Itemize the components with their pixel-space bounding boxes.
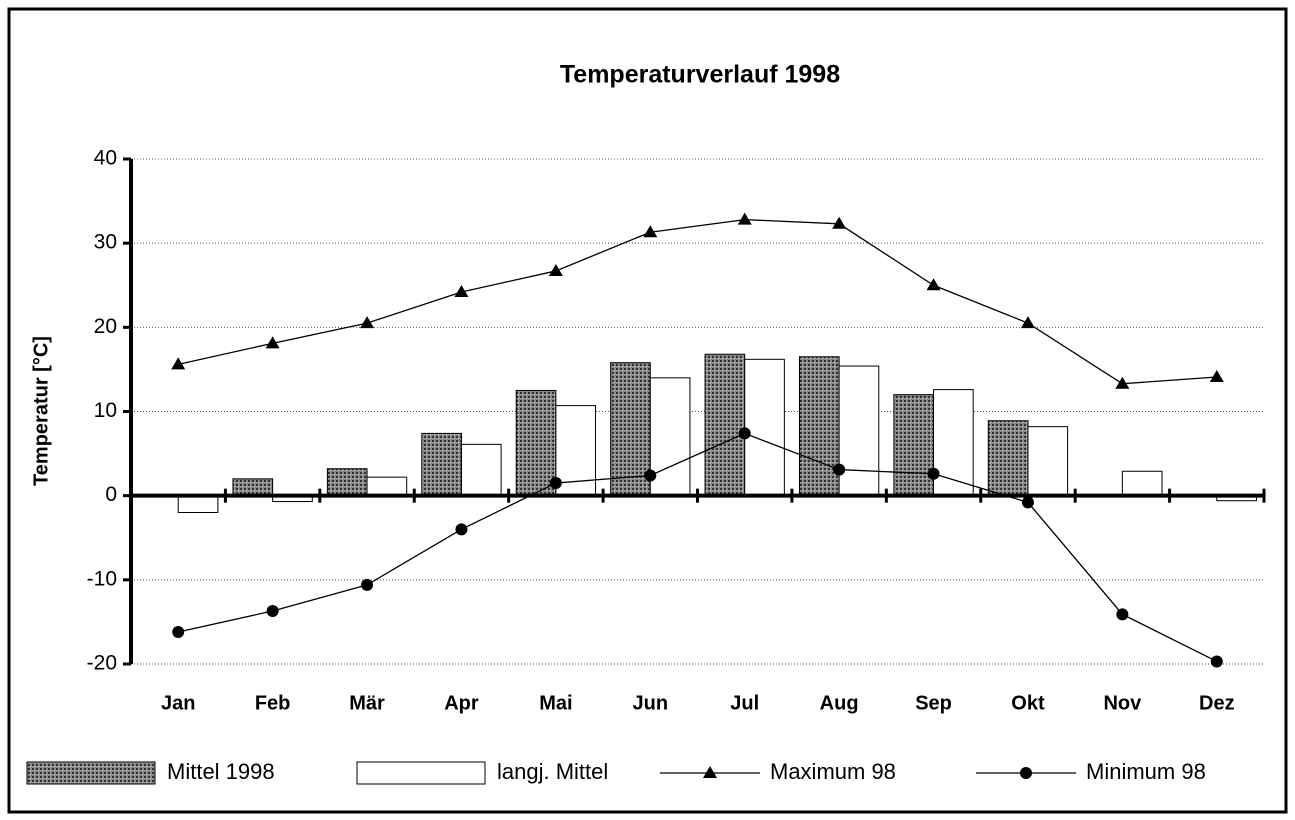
x-tick-label: Okt [1011, 692, 1045, 714]
y-tick-label: 20 [94, 315, 117, 338]
marker [361, 578, 374, 591]
marker [454, 284, 469, 297]
marker [455, 523, 468, 536]
legend-label: Minimum 98 [1086, 759, 1206, 784]
marker [266, 604, 279, 617]
legend-marker [1020, 767, 1032, 779]
x-tick-label: Mär [349, 692, 385, 714]
bar [1121, 470, 1163, 497]
y-tick-label: -20 [87, 652, 117, 675]
bar [744, 358, 785, 497]
x-tick-label: Feb [255, 692, 291, 714]
marker [548, 263, 563, 276]
y-tick-label: 40 [94, 147, 117, 170]
legend-label: Maximum 98 [770, 759, 896, 784]
y-axis-label: Temperatur [°C] [30, 336, 52, 486]
marker [1116, 608, 1129, 621]
x-tick-label: Dez [1199, 692, 1235, 714]
legend-swatch [356, 761, 486, 785]
marker [644, 469, 657, 482]
x-tick-label: Jun [633, 692, 669, 714]
marker [172, 626, 185, 639]
x-tick-label: Jan [161, 692, 195, 714]
bar [326, 468, 368, 497]
x-tick-label: Nov [1103, 692, 1142, 714]
x-tick-label: Apr [444, 692, 479, 714]
marker [1115, 376, 1130, 389]
bar [460, 443, 502, 497]
marker [737, 212, 752, 225]
x-tick-label: Jul [730, 692, 759, 714]
marker [832, 216, 847, 229]
bar [704, 353, 746, 497]
marker [171, 357, 186, 370]
y-tick-label: 30 [94, 231, 117, 254]
legend-marker [703, 766, 717, 778]
bar [421, 432, 462, 497]
marker [833, 463, 846, 476]
marker [1210, 655, 1223, 668]
marker [360, 316, 375, 329]
bar [177, 495, 219, 513]
legend-label: Mittel 1998 [167, 759, 275, 784]
y-tick-label: 10 [94, 399, 117, 422]
marker [1021, 496, 1034, 509]
x-tick-label: Mai [539, 692, 572, 714]
line [178, 218, 1217, 385]
bar [838, 365, 880, 497]
marker [265, 336, 280, 349]
bar [366, 476, 408, 497]
legend-label: langj. Mittel [497, 759, 608, 784]
x-tick-label: Aug [820, 692, 859, 714]
marker [738, 427, 751, 440]
bar [798, 356, 840, 497]
bar [232, 478, 274, 497]
marker [1209, 369, 1224, 382]
legend-swatch [26, 761, 156, 785]
chart-title: Temperaturverlauf 1998 [560, 61, 840, 89]
y-tick-label: 0 [105, 483, 117, 506]
marker [1020, 316, 1035, 329]
bar [515, 389, 557, 497]
bar [893, 394, 935, 497]
marker [927, 467, 940, 480]
marker [643, 225, 658, 238]
marker [549, 477, 562, 490]
bar [649, 377, 691, 497]
y-tick-label: -10 [87, 567, 117, 590]
bar [933, 389, 974, 497]
marker [926, 278, 941, 291]
bar [1027, 426, 1069, 497]
x-tick-label: Sep [915, 692, 952, 714]
bar [987, 420, 1029, 497]
line [178, 432, 1218, 663]
